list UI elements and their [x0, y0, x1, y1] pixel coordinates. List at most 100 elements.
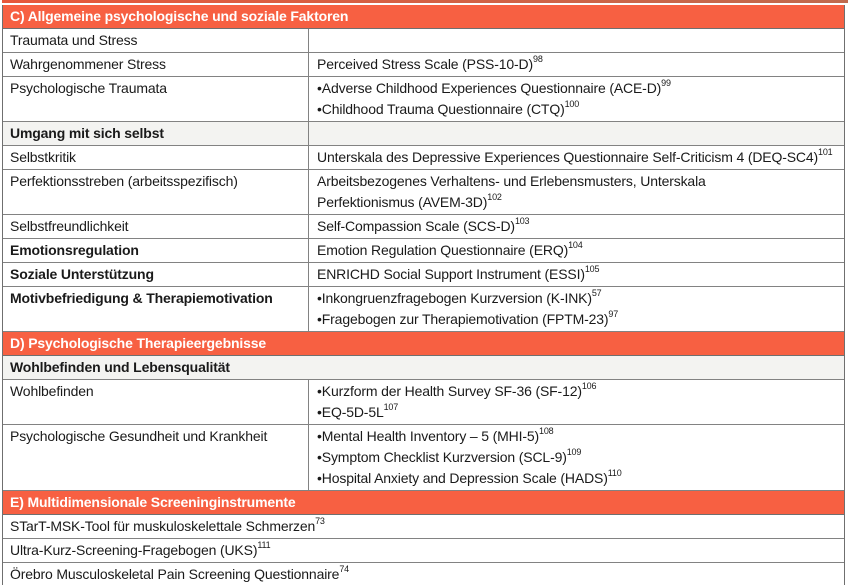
reference-superscript: 97	[608, 309, 619, 320]
measure-item: Unterskala des Depressive Experiences Qu…	[317, 147, 838, 168]
row-label: Emotionsregulation	[10, 242, 139, 258]
row-value: ENRICHD Social Support Instrument (ESSI)…	[308, 263, 844, 286]
table-row: Motivbefriedigung & Therapiemotivation • …	[3, 287, 844, 332]
reference-superscript: 57	[591, 288, 602, 299]
reference-superscript: 103	[514, 216, 530, 227]
measure-text: Perceived Stress Scale (PSS-10-D)	[317, 56, 534, 72]
row-label: Wohlbefinden	[10, 383, 94, 399]
measure-text: Inkongruenzfragebogen Kurzversion (K-INK…	[321, 290, 592, 306]
row-value: Arbeitsbezogenes Verhaltens- und Erleben…	[308, 170, 844, 214]
reference-superscript: 100	[564, 99, 580, 110]
reference-superscript: 102	[487, 192, 502, 203]
measure-item: Perceived Stress Scale (PSS-10-D)98	[317, 54, 838, 75]
measure-text: Childhood Trauma Questionnaire (CTQ)	[321, 101, 565, 117]
measure-item: ENRICHD Social Support Instrument (ESSI)…	[317, 264, 838, 285]
table-row: Selbstfreundlichkeit Self-Compassion Scal…	[3, 215, 844, 239]
table-row: Soziale Unterstützung ENRICHD Social Supp…	[3, 263, 844, 287]
row-label: Motivbefriedigung & Therapiemotivation	[10, 290, 273, 306]
reference-superscript: 73	[315, 516, 325, 527]
table-section-header: D) Psychologische Therapieergebnisse	[3, 332, 844, 356]
measure-item: • Symptom Checklist Kurzversion (SCL-9)1…	[317, 447, 838, 468]
row-value: • Kurzform der Health Survey SF-36 (SF-1…	[308, 380, 844, 424]
bullet-icon: •	[317, 449, 322, 465]
measure-item: • Childhood Trauma Questionnaire (CTQ)10…	[317, 99, 838, 120]
reference-superscript: 107	[383, 402, 399, 413]
row-label-text: Ultra-Kurz-Screening-Fragebogen (UKS)	[10, 542, 258, 558]
table-row: Wohlbefinden und Lebensqualität	[3, 356, 844, 380]
measure-text: ENRICHD Social Support Instrument (ESSI)	[317, 266, 585, 282]
bullet-icon: •	[317, 404, 322, 420]
row-label: Psychologische Traumata	[10, 80, 167, 96]
measure-text: Hospital Anxiety and Depression Scale (H…	[321, 470, 608, 486]
measure-text: Fragebogen zur Therapiemotivation (FPTM-…	[321, 311, 609, 327]
table-row: Umgang mit sich selbst	[3, 122, 844, 146]
row-label: Soziale Unterstützung	[10, 266, 154, 282]
measure-item: Emotion Regulation Questionnaire (ERQ)10…	[317, 240, 838, 261]
table-row: Psychologische Traumata • Adverse Childho…	[3, 77, 844, 122]
reference-superscript: 105	[584, 264, 600, 275]
measure-text: Unterskala des Depressive Experiences Qu…	[317, 149, 819, 165]
row-label: Traumata und Stress	[10, 32, 138, 48]
reference-superscript: 74	[339, 564, 349, 575]
table-row: Selbstkritik Unterskala des Depressive Ex…	[3, 146, 844, 170]
reference-superscript: 109	[566, 447, 582, 458]
measure-item: • Kurzform der Health Survey SF-36 (SF-1…	[317, 381, 838, 402]
measure-text: Symptom Checklist Kurzversion (SCL-9)	[321, 449, 567, 465]
measure-text: Emotion Regulation Questionnaire (ERQ)	[317, 242, 569, 258]
row-label: Umgang mit sich selbst	[10, 125, 164, 141]
table-row: Psychologische Gesundheit und Krankheit •…	[3, 425, 844, 491]
measure-item: Arbeitsbezogenes Verhaltens- und Erleben…	[317, 171, 838, 213]
row-label: STarT-MSK-Tool für muskuloskelettale Sch…	[3, 515, 844, 538]
table-row: Traumata und Stress	[3, 29, 844, 53]
measure-item: • Adverse Childhood Experiences Question…	[317, 78, 838, 99]
reference-superscript: 98	[533, 54, 543, 65]
table-row: Wahrgenommener Stress Perceived Stress Sc…	[3, 53, 844, 77]
row-value: • Inkongruenzfragebogen Kurzversion (K-I…	[308, 287, 844, 331]
table-row: Perfektionsstreben (arbeitsspezifisch) Ar…	[3, 170, 844, 215]
bullet-icon: •	[317, 101, 322, 117]
outcome-measures-table: C) Allgemeine psychologische und soziale…	[2, 5, 845, 585]
row-label-text: Örebro Musculoskeletal Pain Screening Qu…	[10, 566, 340, 582]
table-row: STarT-MSK-Tool für muskuloskelettale Sch…	[3, 515, 844, 539]
measure-text: Kurzform der Health Survey SF-36 (SF-12)	[321, 383, 582, 399]
previous-section-divider	[2, 0, 848, 3]
row-value: Emotion Regulation Questionnaire (ERQ)10…	[308, 239, 844, 262]
reference-superscript: 111	[257, 540, 271, 551]
bullet-icon: •	[317, 383, 322, 399]
row-label: Wahrgenommener Stress	[10, 56, 166, 72]
row-label: Wohlbefinden und Lebensqualität	[3, 356, 844, 379]
measure-text: Arbeitsbezogenes Verhaltens- und Erleben…	[317, 173, 706, 210]
row-label-text: STarT-MSK-Tool für muskuloskelettale Sch…	[10, 518, 316, 534]
table-row: Wohlbefinden • Kurzform der Health Survey…	[3, 380, 844, 425]
row-label: Ultra-Kurz-Screening-Fragebogen (UKS)111	[3, 539, 844, 562]
measure-text: Adverse Childhood Experiences Questionna…	[321, 80, 662, 96]
measure-text: EQ-5D-5L	[321, 404, 384, 420]
bullet-icon: •	[317, 290, 322, 306]
row-value: Perceived Stress Scale (PSS-10-D)98	[308, 53, 844, 76]
measure-item: • Fragebogen zur Therapiemotivation (FPT…	[317, 309, 838, 330]
measure-item: • EQ-5D-5L107	[317, 402, 838, 423]
row-value: • Mental Health Inventory – 5 (MHI-5)108…	[308, 425, 844, 490]
row-label: Selbstkritik	[10, 149, 76, 165]
row-value	[308, 29, 844, 52]
reference-superscript: 106	[581, 381, 597, 392]
measure-text: Mental Health Inventory – 5 (MHI-5)	[321, 428, 540, 444]
bullet-icon: •	[317, 470, 322, 486]
row-value	[308, 122, 844, 145]
bullet-icon: •	[317, 80, 322, 96]
table-row: Örebro Musculoskeletal Pain Screening Qu…	[3, 563, 844, 585]
measure-item: • Mental Health Inventory – 5 (MHI-5)108	[317, 426, 838, 447]
reference-superscript: 99	[661, 78, 671, 89]
reference-superscript: 108	[539, 426, 554, 437]
row-label: Örebro Musculoskeletal Pain Screening Qu…	[3, 563, 844, 585]
row-value: Unterskala des Depressive Experiences Qu…	[308, 146, 844, 169]
measure-item: Self-Compassion Scale (SCS-D)103	[317, 216, 838, 237]
row-label-text: Wohlbefinden und Lebensqualität	[10, 359, 230, 375]
table-row: Ultra-Kurz-Screening-Fragebogen (UKS)111	[3, 539, 844, 563]
bullet-icon: •	[317, 428, 322, 444]
row-value: Self-Compassion Scale (SCS-D)103	[308, 215, 844, 238]
bullet-icon: •	[317, 311, 322, 327]
reference-superscript: 101	[818, 147, 833, 158]
reference-superscript: 104	[568, 240, 583, 251]
